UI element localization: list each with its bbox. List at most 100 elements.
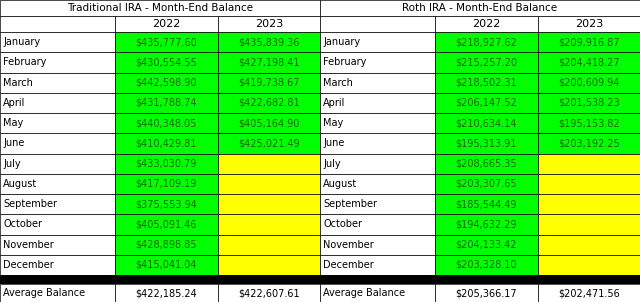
Text: $415,041.04: $415,041.04 <box>136 260 197 270</box>
Bar <box>0 32 115 52</box>
Text: $215,257.20: $215,257.20 <box>456 57 517 67</box>
Text: $204,133.42: $204,133.42 <box>456 239 517 250</box>
Text: 2022: 2022 <box>472 19 500 29</box>
Text: $195,313.91: $195,313.91 <box>456 138 517 148</box>
Bar <box>435 72 538 93</box>
Bar <box>320 275 640 284</box>
Bar <box>115 194 218 214</box>
Bar <box>115 214 218 234</box>
Text: $203,328.10: $203,328.10 <box>456 260 517 270</box>
Text: $430,554.55: $430,554.55 <box>136 57 197 67</box>
Text: March: March <box>323 78 353 88</box>
Bar <box>115 32 218 52</box>
Text: Roth IRA - Month-End Balance: Roth IRA - Month-End Balance <box>403 3 557 13</box>
Bar <box>218 194 320 214</box>
Text: 2023: 2023 <box>575 19 603 29</box>
Bar <box>435 153 538 174</box>
Text: November: November <box>323 239 374 250</box>
Text: $195,153.82: $195,153.82 <box>558 118 620 128</box>
Bar <box>435 214 538 234</box>
Bar <box>538 284 640 302</box>
Bar <box>0 194 115 214</box>
Text: December: December <box>3 260 54 270</box>
Text: February: February <box>3 57 46 67</box>
Text: $405,091.46: $405,091.46 <box>136 219 197 230</box>
Text: August: August <box>323 179 357 189</box>
Text: September: September <box>323 199 377 209</box>
Bar <box>538 234 640 255</box>
Bar <box>115 93 218 113</box>
Bar <box>538 93 640 113</box>
Text: 2023: 2023 <box>255 19 283 29</box>
Text: April: April <box>323 98 346 108</box>
Text: $200,609.94: $200,609.94 <box>558 78 620 88</box>
Text: $431,788.74: $431,788.74 <box>136 98 197 108</box>
Bar <box>115 72 218 93</box>
Bar <box>218 133 320 153</box>
Text: June: June <box>3 138 24 148</box>
Bar <box>538 194 640 214</box>
Text: $203,307.65: $203,307.65 <box>456 179 517 189</box>
Text: $419,738.67: $419,738.67 <box>238 78 300 88</box>
Text: Traditional IRA - Month-End Balance: Traditional IRA - Month-End Balance <box>67 3 253 13</box>
Bar <box>435 16 538 32</box>
Text: $203,192.25: $203,192.25 <box>558 138 620 148</box>
Bar <box>538 174 640 194</box>
Text: $442,598.90: $442,598.90 <box>136 78 197 88</box>
Bar <box>538 52 640 72</box>
Bar <box>320 133 435 153</box>
Text: $206,147.52: $206,147.52 <box>456 98 517 108</box>
Text: May: May <box>3 118 23 128</box>
Text: $422,682.81: $422,682.81 <box>238 98 300 108</box>
Text: June: June <box>323 138 344 148</box>
Text: $202,471.56: $202,471.56 <box>558 288 620 298</box>
Bar <box>115 16 218 32</box>
Text: Average Balance: Average Balance <box>323 288 405 298</box>
Bar <box>0 133 115 153</box>
Bar <box>0 284 115 302</box>
Bar <box>0 93 115 113</box>
Bar <box>218 93 320 113</box>
Bar <box>320 214 435 234</box>
Bar <box>115 174 218 194</box>
Bar <box>218 214 320 234</box>
Bar <box>538 16 640 32</box>
Bar <box>0 234 115 255</box>
Text: $428,898.85: $428,898.85 <box>136 239 197 250</box>
Bar <box>435 174 538 194</box>
Bar <box>0 113 115 133</box>
Bar <box>115 52 218 72</box>
Bar <box>218 52 320 72</box>
Bar <box>115 234 218 255</box>
Text: $417,109.19: $417,109.19 <box>136 179 197 189</box>
Bar <box>538 255 640 275</box>
Bar <box>538 214 640 234</box>
Bar <box>435 93 538 113</box>
Bar <box>0 174 115 194</box>
Text: $209,916.87: $209,916.87 <box>558 37 620 47</box>
Bar <box>218 174 320 194</box>
Bar <box>538 72 640 93</box>
Text: January: January <box>3 37 40 47</box>
Bar <box>435 52 538 72</box>
Bar <box>435 113 538 133</box>
Bar <box>0 0 320 16</box>
Bar <box>218 72 320 93</box>
Text: September: September <box>3 199 57 209</box>
Bar <box>218 16 320 32</box>
Text: $410,429.81: $410,429.81 <box>136 138 197 148</box>
Text: $208,665.35: $208,665.35 <box>456 159 517 169</box>
Bar <box>218 284 320 302</box>
Text: $422,607.61: $422,607.61 <box>238 288 300 298</box>
Text: $405,164.90: $405,164.90 <box>238 118 300 128</box>
Bar <box>218 234 320 255</box>
Text: $433,030.79: $433,030.79 <box>136 159 197 169</box>
Bar <box>115 255 218 275</box>
Text: October: October <box>3 219 42 230</box>
Text: August: August <box>3 179 37 189</box>
Bar <box>435 284 538 302</box>
Bar <box>218 255 320 275</box>
Text: $201,538.23: $201,538.23 <box>558 98 620 108</box>
Text: $435,777.60: $435,777.60 <box>136 37 197 47</box>
Bar <box>538 113 640 133</box>
